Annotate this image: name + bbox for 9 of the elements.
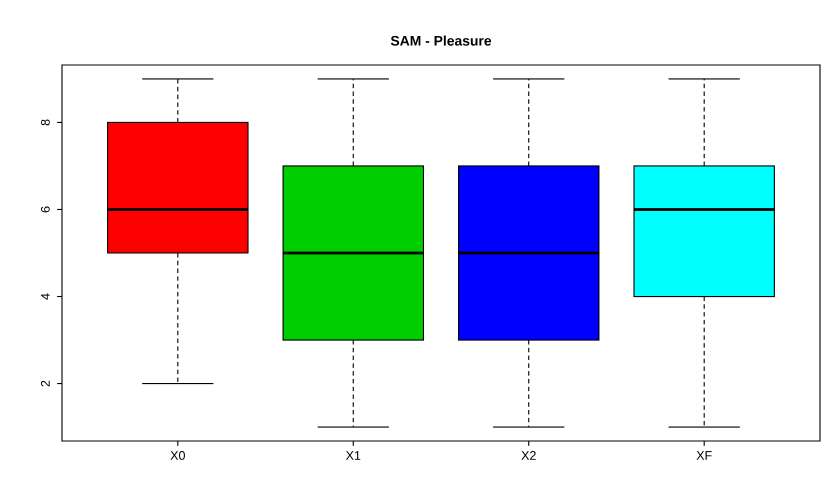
x-tick-label: XF [696, 451, 712, 460]
y-tick-label: 8 [40, 120, 50, 126]
x-tick-label: X0 [170, 451, 185, 460]
y-tick-label: 4 [41, 293, 50, 300]
y-tick-label: 2 [40, 380, 50, 386]
y-tick-label: 6 [40, 206, 50, 212]
x-tick-label: X2 [521, 451, 536, 460]
x-tick-label: X1 [346, 451, 360, 460]
chart-title: SAM - Pleasure [390, 35, 492, 46]
